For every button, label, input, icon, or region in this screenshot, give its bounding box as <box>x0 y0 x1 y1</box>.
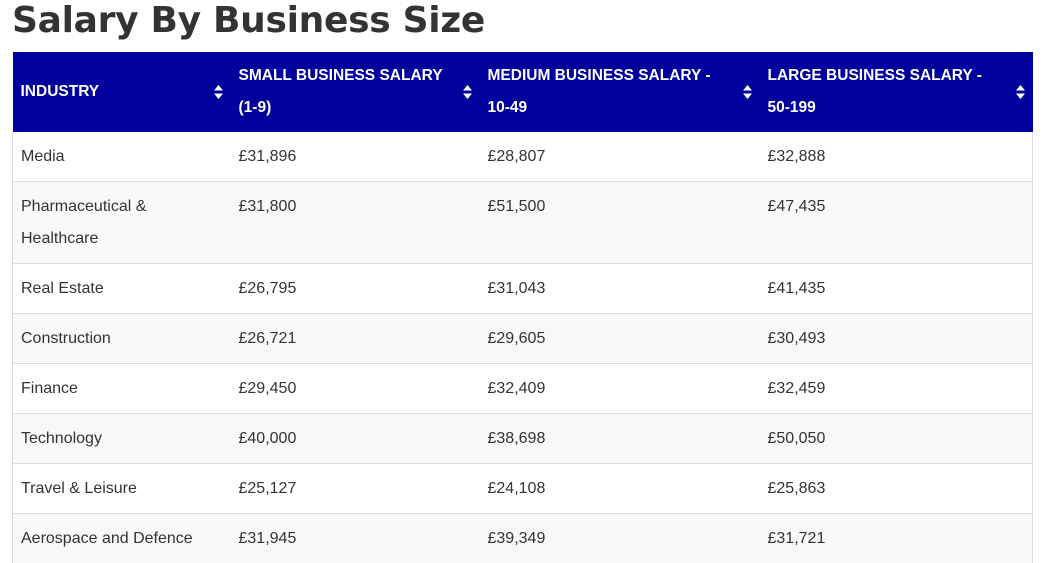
cell-medium-salary: £32,409 <box>479 363 760 414</box>
cell-small-salary: £26,795 <box>230 263 480 314</box>
cell-small-salary: £26,721 <box>230 313 480 364</box>
table-row: Finance £29,450 £32,409 £32,459 <box>12 363 1033 414</box>
cell-small-salary: £31,896 <box>230 132 480 182</box>
cell-industry: Real Estate <box>12 263 231 314</box>
header-large-business-salary[interactable]: LARGE BUSINESS SALARY - 50-199 <box>759 52 1033 132</box>
page-title: Salary By Business Size <box>12 0 486 41</box>
cell-small-salary: £40,000 <box>230 413 480 464</box>
table-row: Aerospace and Defence £31,945 £39,349 £3… <box>12 513 1033 563</box>
cell-industry: Aerospace and Defence <box>12 513 231 563</box>
table-row: Pharmaceutical & Healthcare £31,800 £51,… <box>12 181 1033 264</box>
header-label: INDUSTRY <box>20 83 100 100</box>
cell-industry: Construction <box>12 313 231 364</box>
cell-small-salary: £25,127 <box>230 463 480 514</box>
table-row: Technology £40,000 £38,698 £50,050 <box>12 413 1033 464</box>
header-label: SMALL BUSINESS SALARY (1-9) <box>238 67 443 116</box>
table-row: Construction £26,721 £29,605 £30,493 <box>12 313 1033 364</box>
cell-large-salary: £30,493 <box>759 313 1033 364</box>
cell-industry: Media <box>12 132 231 182</box>
salary-table: INDUSTRY SMALL BUSINESS SALARY (1-9) MED… <box>12 52 1033 563</box>
cell-large-salary: £47,435 <box>759 181 1033 264</box>
cell-medium-salary: £24,108 <box>479 463 760 514</box>
cell-medium-salary: £51,500 <box>479 181 760 264</box>
header-medium-business-salary[interactable]: MEDIUM BUSINESS SALARY - 10-49 <box>479 52 760 132</box>
cell-medium-salary: £39,349 <box>479 513 760 563</box>
sort-icon[interactable] <box>462 85 472 99</box>
cell-medium-salary: £29,605 <box>479 313 760 364</box>
cell-large-salary: £32,459 <box>759 363 1033 414</box>
cell-industry: Travel & Leisure <box>12 463 231 514</box>
table-row: Real Estate £26,795 £31,043 £41,435 <box>12 263 1033 314</box>
cell-large-salary: £31,721 <box>759 513 1033 563</box>
cell-large-salary: £32,888 <box>759 132 1033 182</box>
table-row: Media £31,896 £28,807 £32,888 <box>12 132 1033 182</box>
cell-large-salary: £25,863 <box>759 463 1033 514</box>
cell-small-salary: £29,450 <box>230 363 480 414</box>
cell-large-salary: £41,435 <box>759 263 1033 314</box>
sort-icon[interactable] <box>213 85 223 99</box>
cell-small-salary: £31,800 <box>230 181 480 264</box>
header-industry[interactable]: INDUSTRY <box>12 52 231 132</box>
header-label: LARGE BUSINESS SALARY - 50-199 <box>767 67 982 116</box>
sort-icon[interactable] <box>742 85 752 99</box>
cell-medium-salary: £28,807 <box>479 132 760 182</box>
cell-industry: Pharmaceutical & Healthcare <box>12 181 231 264</box>
header-small-business-salary[interactable]: SMALL BUSINESS SALARY (1-9) <box>230 52 480 132</box>
cell-medium-salary: £38,698 <box>479 413 760 464</box>
table-header-row: INDUSTRY SMALL BUSINESS SALARY (1-9) MED… <box>12 52 1033 132</box>
cell-large-salary: £50,050 <box>759 413 1033 464</box>
table-row: Travel & Leisure £25,127 £24,108 £25,863 <box>12 463 1033 514</box>
cell-small-salary: £31,945 <box>230 513 480 563</box>
sort-icon[interactable] <box>1015 85 1025 99</box>
cell-medium-salary: £31,043 <box>479 263 760 314</box>
cell-industry: Finance <box>12 363 231 414</box>
header-label: MEDIUM BUSINESS SALARY - 10-49 <box>487 67 711 116</box>
cell-industry: Technology <box>12 413 231 464</box>
